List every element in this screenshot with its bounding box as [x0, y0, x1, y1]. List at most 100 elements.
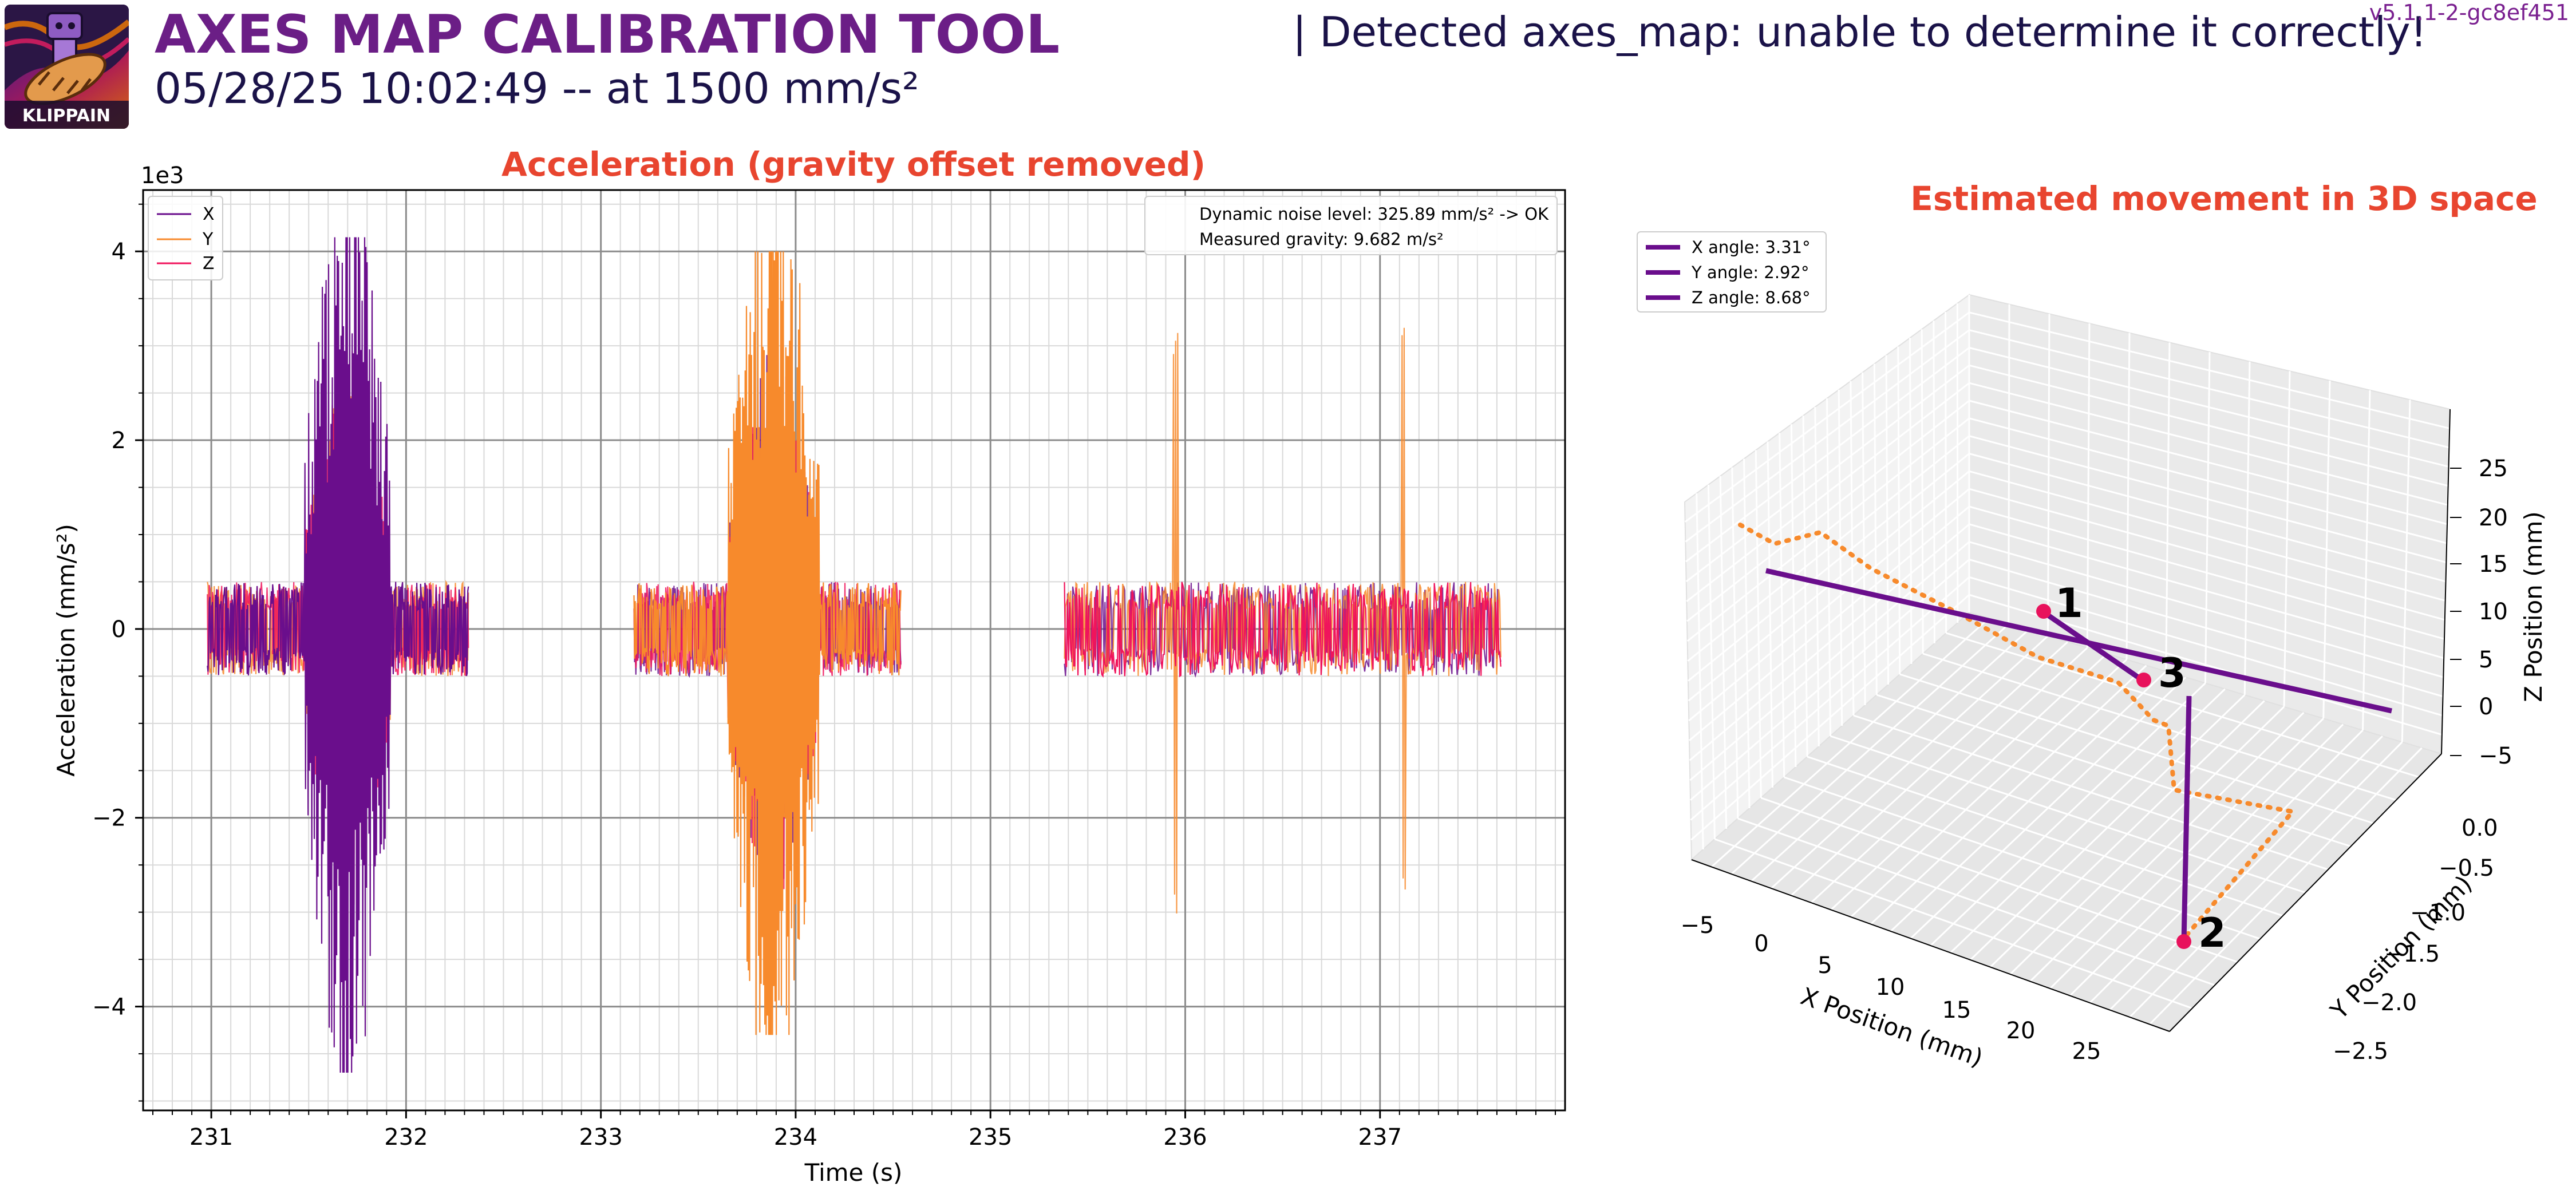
z-tick-label: 0	[2479, 694, 2493, 720]
legend-x-angle: X angle: 3.31°	[1692, 238, 1811, 257]
wall-grid-line	[1909, 338, 1913, 665]
z-tick-label: 20	[2479, 505, 2508, 531]
point-2-marker	[2176, 934, 2191, 949]
wall-grid-line	[1686, 382, 1970, 602]
floor-grid-line	[1946, 632, 2419, 778]
z-position-label: Z Position (mm)	[2519, 511, 2547, 702]
point-2-label: 2	[2198, 910, 2226, 956]
wall-grid-line	[1969, 505, 2445, 640]
floor-grid-line	[1853, 714, 2329, 871]
wall-grid-line	[1690, 576, 1970, 821]
x-tick-label: 236	[1163, 1124, 1207, 1150]
x-tick-label: 10	[1876, 974, 1905, 1001]
x-tick-label: 235	[969, 1124, 1012, 1150]
z-axis-line	[2441, 409, 2451, 754]
wall-grid-line	[1969, 364, 2449, 487]
wall-grid-line	[1969, 541, 2444, 678]
wall-grid-line	[2204, 351, 2211, 683]
wall-grid-line	[1969, 311, 2450, 429]
x-tick-label: 20	[2006, 1018, 2036, 1044]
wall-grid-line	[1689, 541, 1970, 781]
floor-grid-line	[1751, 629, 2029, 882]
z-tick-label: 15	[2479, 551, 2508, 578]
z-tick-label: 10	[2479, 599, 2508, 625]
wall-grid-line	[1690, 594, 1970, 841]
detection-status: | Detected axes_map: unable to determine…	[1293, 8, 2427, 56]
wall-grid-line	[1969, 488, 2445, 621]
wall-grid-line	[1790, 424, 1797, 768]
point-3-label: 3	[2158, 650, 2186, 697]
page-title: AXES MAP CALIBRATION TOOL	[155, 3, 1060, 65]
wall-grid-line	[2322, 380, 2331, 719]
wall-grid-line	[1684, 311, 1970, 523]
wall-grid-line	[1685, 365, 1970, 583]
wall-grid-line	[1969, 435, 2447, 564]
wall-grid-line	[2047, 314, 2050, 636]
floor-grid-line	[1989, 700, 2265, 968]
x-tick-label: 234	[774, 1124, 817, 1150]
acceleration-x-axis-label: Time (s)	[804, 1158, 903, 1187]
floor-grid-line	[1890, 670, 2167, 932]
wall-grid-line	[1873, 363, 1878, 695]
acceleration-y-axis-label: Acceleration (mm/s²)	[52, 524, 80, 777]
acceleration-x-ticks: 231 232 233 234 235 236 237	[152, 1110, 1556, 1150]
movement-3d-grid	[1684, 295, 2450, 1025]
wall-grid-line	[1885, 355, 1890, 685]
wall-grid-line	[1921, 329, 1924, 654]
floor-grid-line	[2089, 729, 2364, 1004]
floor-grid-line	[1950, 688, 2226, 954]
y-angle-vector	[2045, 612, 2146, 683]
wall-grid-line	[1969, 347, 2449, 468]
y-tick-label: −1.5	[2384, 941, 2440, 967]
wall-grid-line	[1767, 441, 1773, 788]
noise-level-text: Dynamic noise level: 325.89 mm/s² -> OK	[1199, 204, 1549, 224]
series-z-trace	[633, 333, 902, 932]
floor-grid-line	[1970, 694, 2246, 961]
wall-grid-line	[1969, 594, 2443, 736]
measured-gravity-text: Measured gravity: 9.682 m/s²	[1199, 230, 1444, 249]
wall-grid-line	[1969, 382, 2448, 506]
y-tick-label: −0.5	[2439, 855, 2494, 881]
wall-grid-line	[2165, 342, 2171, 671]
y-position-label: Y Position (mm)	[2325, 870, 2478, 1025]
legend-z-angle: Z angle: 8.68°	[1692, 288, 1811, 307]
wall-grid-line	[1719, 476, 1728, 829]
floor-grid-line	[2029, 711, 2305, 982]
page-subtitle: 05/28/25 10:02:49 -- at 1500 mm/s²	[155, 64, 919, 113]
floor-grid-line	[1830, 735, 2306, 893]
floor-grid-line	[1810, 647, 2088, 904]
wall-grid-line	[1850, 381, 1855, 716]
wall-grid-line	[1838, 389, 1843, 726]
legend-label-y: Y	[202, 230, 214, 250]
floor-grid-line	[2049, 718, 2324, 990]
wall-grid-line	[1696, 493, 1704, 850]
acceleration-legend: X Y Z	[148, 196, 223, 280]
x-tick-label: 232	[384, 1124, 428, 1150]
x-tick-label: 25	[2072, 1038, 2101, 1065]
logo-text: KLIPPAIN	[22, 106, 110, 126]
movement-3d-ticks: −505101520250.0−0.5−1.0−1.5−2.0−2.525201…	[1681, 456, 2512, 1065]
wall-grid-line	[1969, 470, 2446, 602]
acceleration-grid	[143, 190, 1565, 1110]
x-angle-vector	[1765, 568, 2392, 714]
z-angle-vector	[2181, 695, 2192, 942]
y-tick-label: 2	[112, 428, 126, 454]
wall-grid-line	[1689, 523, 1970, 761]
floor-grid-line	[2149, 747, 2423, 1025]
floor-grid-line	[1790, 641, 2068, 896]
floor-grid-line	[1737, 817, 2215, 986]
series-y-trace	[633, 251, 902, 1035]
wall-grid-line	[1688, 453, 1970, 682]
wall-grid-line	[1814, 407, 1820, 747]
x-tick-label: −5	[1681, 912, 1714, 939]
legend-label-x: X	[203, 204, 215, 224]
floor-grid-line	[2009, 706, 2285, 975]
floor-grid-line	[1807, 756, 2283, 917]
y-tick-label: −1.0	[2410, 900, 2466, 926]
point-1-label: 1	[2055, 580, 2083, 627]
floor-grid-line	[1830, 653, 2108, 911]
noise-info-box: Dynamic noise level: 325.89 mm/s² -> OK …	[1144, 196, 1558, 255]
x-tick-label: 5	[1818, 952, 1832, 979]
